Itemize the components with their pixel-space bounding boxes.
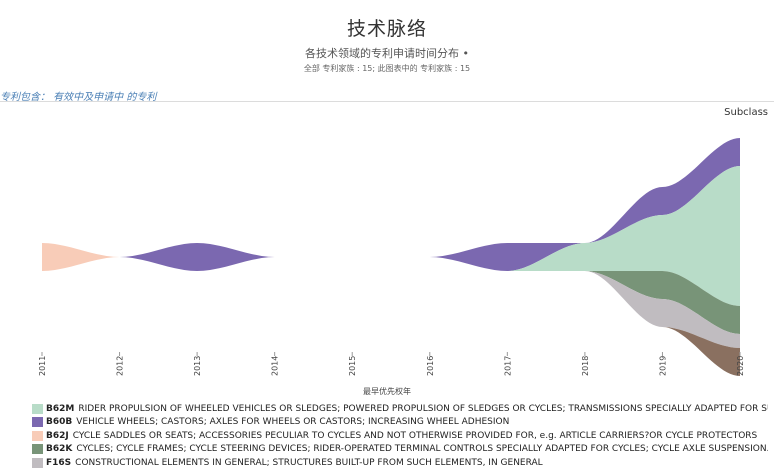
legend-swatch-b62m (32, 403, 43, 414)
legend-item-b60b[interactable]: B60B VEHICLE WHEELS; CASTORS; AXLES FOR … (32, 416, 768, 430)
legend-swatch-b60b (32, 417, 43, 428)
x-axis-label: 最早优先权年 (363, 387, 411, 396)
page-title: 技术脉络 (346, 18, 427, 40)
legend-item-b62m[interactable]: B62M RIDER PROPULSION OF WHEELED VEHICLE… (32, 402, 768, 416)
page-subtitle: 各技术领域的专利申请时间分布 • (305, 47, 469, 60)
x-tick-label: 2014 (271, 356, 280, 376)
streamgraph-chart: 2011 2012 2013 2014 2015 2016 2017 2018 2019 2020 (38, 138, 745, 376)
legend-code: B62M (46, 403, 75, 414)
scope-note: 专利包含： 有效中及申请中 的专利 (0, 92, 157, 103)
x-tick-label: 2011 (38, 356, 47, 376)
legend-text: VEHICLE WHEELS; CASTORS; AXLES FOR WHEEL… (76, 417, 510, 428)
x-tick-label: 2016 (426, 356, 435, 376)
legend-swatch-b62k (32, 444, 43, 455)
legend-code: B62J (46, 430, 69, 441)
legend-swatch-b62j (32, 430, 43, 441)
x-tick-label: 2019 (658, 356, 667, 376)
legend: B62M RIDER PROPULSION OF WHEELED VEHICLE… (32, 402, 768, 470)
legend-item-f16s[interactable]: F16S CONSTRUCTIONAL ELEMENTS IN GENERAL;… (32, 456, 768, 470)
stream-layers (42, 138, 740, 376)
x-tick-label: 2013 (193, 356, 202, 376)
subclass-label[interactable]: Subclass (724, 107, 768, 118)
x-tick-label: 2015 (348, 356, 357, 376)
legend-text: CYCLE SADDLES OR SEATS; ACCESSORIES PECU… (72, 430, 758, 441)
legend-code: B60B (46, 417, 73, 428)
legend-text: CONSTRUCTIONAL ELEMENTS IN GENERAL; STRU… (75, 457, 543, 468)
x-tick-label: 2020 (736, 356, 745, 376)
x-tick-label: 2018 (581, 356, 590, 376)
x-tick-label: 2012 (116, 356, 125, 376)
divider (0, 101, 774, 102)
x-axis: 2011 2012 2013 2014 2015 2016 2017 2018 2019 2020 (38, 352, 745, 376)
legend-item-b62k[interactable]: B62K CYCLES; CYCLE FRAMES; CYCLE STEERIN… (32, 443, 768, 457)
legend-swatch-f16s (32, 457, 43, 468)
legend-text: RIDER PROPULSION OF WHEELED VEHICLES OR … (78, 403, 768, 414)
stream-b62m[interactable] (42, 166, 740, 306)
legend-text: CYCLES; CYCLE FRAMES; CYCLE STEERING DEV… (76, 444, 768, 455)
family-counts: 全部 专利家族 : 15; 此图表中的 专利家族 : 15 (303, 64, 471, 73)
legend-item-b62j[interactable]: B62J CYCLE SADDLES OR SEATS; ACCESSORIES… (32, 429, 768, 443)
legend-code: B62K (46, 444, 73, 455)
legend-code: F16S (46, 457, 72, 468)
x-tick-label: 2017 (503, 356, 512, 376)
